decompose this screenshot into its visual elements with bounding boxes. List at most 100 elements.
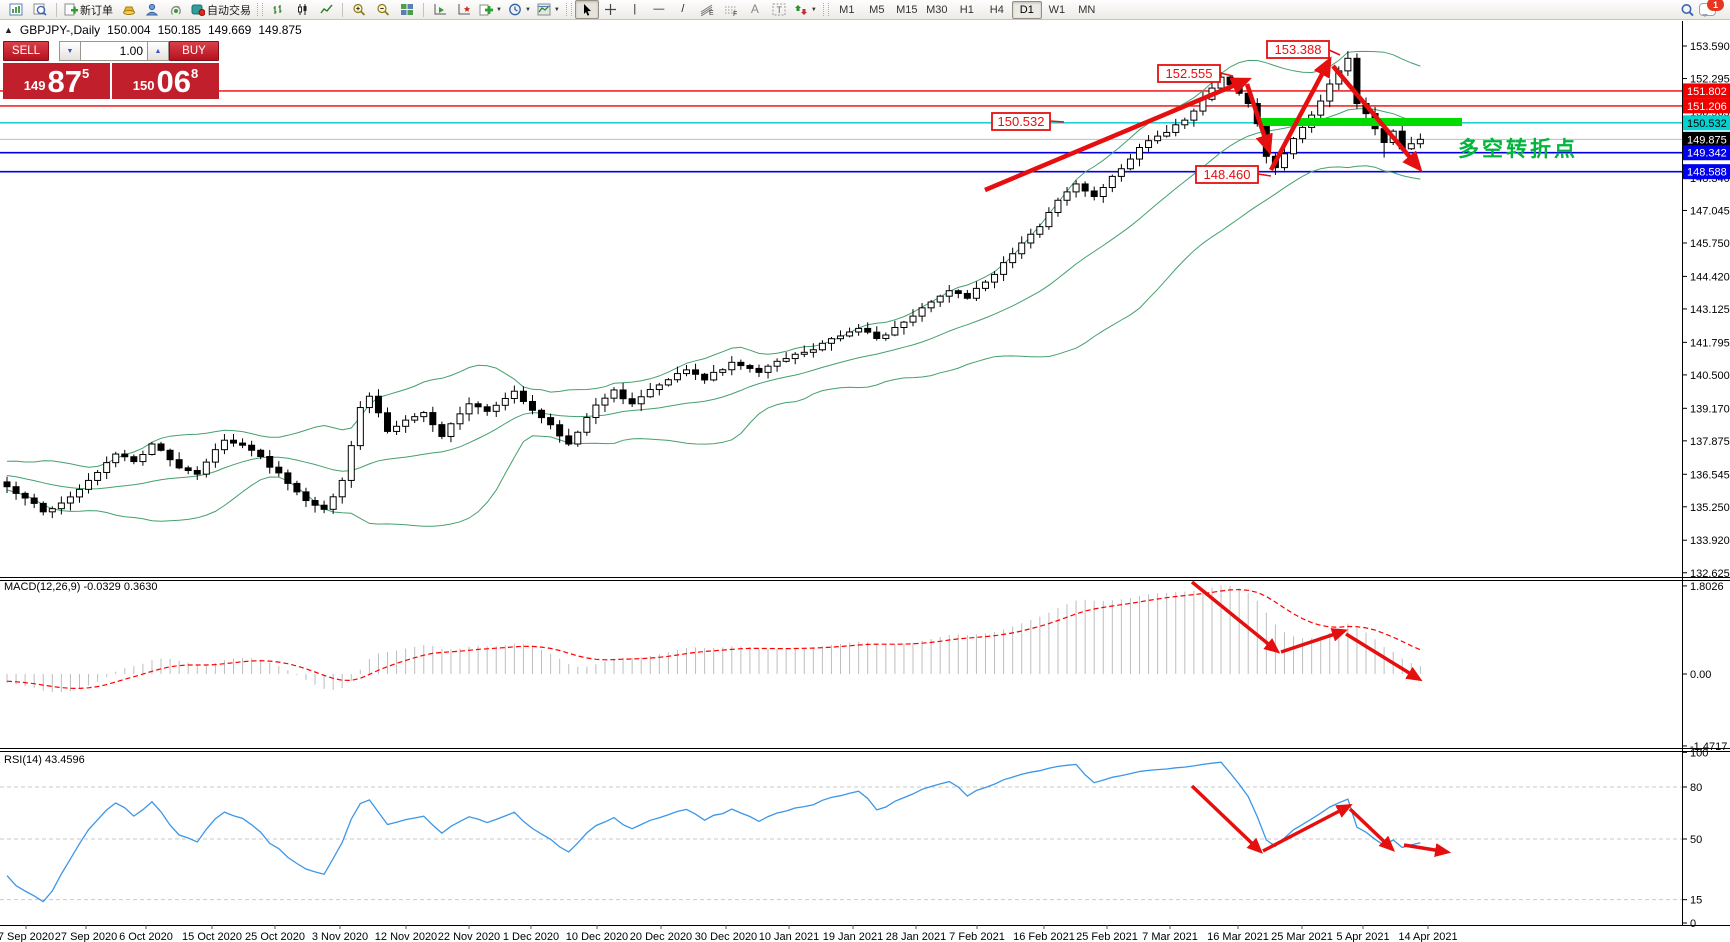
trend-arrow [1269, 56, 1332, 172]
sell-price-pips: 87 [47, 64, 82, 99]
volume-increase-button[interactable]: ▲ [147, 41, 169, 61]
date-label: 27 Sep 2020 [55, 931, 117, 942]
fibonacci-tool-button[interactable]: E [695, 0, 719, 19]
candle-body [673, 373, 681, 381]
chart-preview-button[interactable] [28, 0, 52, 19]
price-tick-label: 141.795 [1690, 337, 1730, 349]
price-tag [1683, 98, 1730, 114]
search-button[interactable] [1675, 0, 1699, 19]
price-callout-box [1266, 40, 1330, 59]
one-click-trading-panel: SELL ▼ ▲ BUY 149 87 5 150 06 8 [3, 41, 219, 99]
timeframe-m5[interactable]: M5 [869, 3, 885, 16]
templates-button[interactable]: ▼ [534, 0, 563, 19]
candle-body [1027, 233, 1035, 244]
arrow-objects-icon [794, 5, 807, 15]
trendline-tool-button[interactable]: / [671, 0, 695, 19]
sell-button[interactable]: SELL [3, 41, 49, 61]
auto-trading-button[interactable]: 自动交易 [188, 0, 254, 19]
candle-body [474, 403, 482, 408]
collapse-arrow-icon[interactable]: ▲ [4, 25, 13, 35]
candle-body [655, 384, 663, 391]
bar-chart-mode-button[interactable] [266, 0, 290, 19]
volume-input[interactable] [81, 41, 147, 61]
timeframe-m1[interactable]: M1 [839, 3, 855, 16]
candles-layer [3, 51, 1424, 519]
timeframe-h4[interactable]: H4 [989, 3, 1004, 16]
candle-body [266, 455, 274, 468]
candle-chart-mode-button[interactable] [290, 0, 314, 19]
line-chart-mode-button[interactable] [314, 0, 338, 19]
toolbar-drag-handle[interactable] [565, 3, 572, 16]
indicators-button[interactable]: ▼ [476, 0, 505, 19]
trend-arrow [1331, 64, 1423, 173]
community-button[interactable] [140, 0, 164, 19]
candle-body [275, 466, 283, 474]
candle-body [1163, 131, 1171, 137]
price-tag-label: 151.802 [1687, 86, 1727, 98]
periods-button[interactable]: ▼ [505, 0, 534, 19]
candle-body [257, 449, 265, 457]
vertical-line-tool-button[interactable]: | [623, 0, 647, 19]
text-label-tool-button[interactable]: T [767, 0, 791, 19]
candle-body [683, 369, 690, 375]
zoom-out-button[interactable] [371, 0, 395, 19]
price-axis[interactable]: 153.590152.295150.965148.340147.045145.7… [1682, 41, 1730, 930]
toolbar-drag-handle[interactable] [257, 3, 263, 16]
candle-body [664, 379, 672, 386]
signals-button[interactable] [164, 0, 188, 19]
date-label: 5 Apr 2021 [1336, 931, 1389, 942]
notifications-button[interactable]: 1 [1699, 0, 1724, 16]
candle-body [57, 502, 65, 510]
arrows-tool-button[interactable]: ▼ [791, 0, 820, 19]
cursor-icon [583, 4, 591, 16]
crosshair-tool-button[interactable] [599, 0, 623, 19]
toolbar-drag-handle[interactable] [822, 3, 829, 16]
volume-decrease-button[interactable]: ▼ [59, 41, 81, 61]
candle-body [1090, 190, 1098, 198]
text-tool-button[interactable]: A [743, 0, 767, 19]
depth-of-market-button[interactable] [116, 0, 140, 19]
trend-arrow [1345, 632, 1423, 682]
channel-tool-button[interactable]: F [719, 0, 743, 19]
timeframe-m30[interactable]: M30 [926, 3, 948, 16]
rsi-tick-label: 15 [1690, 895, 1702, 907]
candle-body [900, 321, 908, 329]
date-label: 16 Mar 2021 [1207, 931, 1269, 942]
candle-body [1018, 242, 1026, 255]
candle-body [592, 404, 600, 418]
new-order-button[interactable]: 新订单 [61, 0, 116, 19]
main-toolbar: 新订单 自动交易 ▼ ▼ [0, 0, 1730, 20]
candle-body [882, 334, 890, 339]
cursor-tool-button[interactable] [574, 0, 599, 19]
tile-windows-icon [401, 4, 413, 15]
candle-body [1117, 168, 1125, 177]
macd-layer [6, 585, 1421, 693]
candle-body [411, 416, 419, 421]
date-label: 10 Jan 2021 [759, 931, 820, 942]
auto-scroll-button[interactable] [452, 0, 476, 19]
time-axis[interactable]: 7 Sep 2020 27 Sep 2020 6 Oct 2020 15 Oct 20… [0, 925, 1458, 942]
tile-windows-button[interactable] [395, 0, 419, 19]
horizontal-line-tool-button[interactable]: — [647, 0, 671, 19]
candle-body [492, 404, 500, 412]
timeframe-m15[interactable]: M15 [896, 3, 918, 16]
zoom-in-button[interactable] [347, 0, 371, 19]
horizontal-level-lines [0, 90, 1682, 173]
candle-body [873, 331, 881, 339]
quote-low: 149.669 [207, 23, 252, 37]
new-chart-window-button[interactable] [4, 0, 28, 19]
sell-price-display[interactable]: 149 87 5 [3, 63, 112, 99]
trend-arrow [1190, 784, 1264, 854]
timeframe-h1[interactable]: H1 [959, 3, 974, 16]
price-callout-label: 153.388 [1275, 42, 1322, 57]
candle-body [1000, 262, 1008, 275]
buy-price-display[interactable]: 150 06 8 [112, 63, 219, 99]
auto-scroll-icon [458, 4, 470, 15]
candle-body [1054, 199, 1062, 214]
buy-button[interactable]: BUY [169, 41, 219, 61]
timeframe-mn[interactable]: MN [1078, 3, 1096, 16]
timeframe-w1[interactable]: W1 [1048, 3, 1066, 16]
timeframe-d1[interactable]: D1 [1011, 0, 1042, 19]
chart-shift-button[interactable] [428, 0, 452, 19]
